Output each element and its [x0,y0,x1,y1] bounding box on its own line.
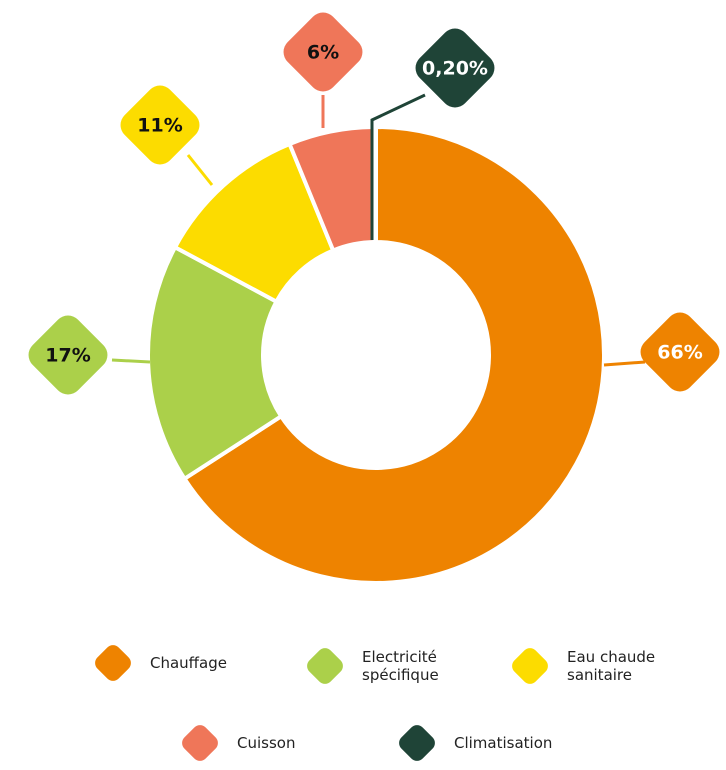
leader-line [603,360,646,367]
label-box [28,315,108,395]
legend-item: Chauffage [91,641,250,685]
donut-segment [181,124,606,585]
donut-segment [146,244,284,482]
value-label: 11% [137,115,182,137]
leader-line [186,154,214,186]
legend-swatch [91,641,135,685]
legend-item: Climatisation [395,721,554,765]
leader-line [111,358,151,364]
legend-item: Electricité spécifique [303,644,462,688]
legend-swatch [303,644,347,688]
legend-item: Eau chaude sanitaire [508,644,667,688]
label-box [120,85,200,165]
legend-label: Electricité spécifique [362,648,439,684]
legend-label: Cuisson [237,734,296,752]
value-label: 66% [657,342,702,364]
legend-item: Cuisson [178,721,337,765]
label-box [415,28,495,108]
legend-label: Climatisation [454,734,553,752]
value-label: 0,20% [422,58,488,80]
label-box [283,12,363,92]
legend-label: Eau chaude sanitaire [567,648,656,684]
donut-segment [371,124,378,245]
value-label: 17% [45,345,90,367]
legend-swatch [178,721,222,765]
label-box [640,312,720,392]
legend-swatch [508,644,552,688]
legend-swatch [395,721,439,765]
legend-label: Chauffage [150,654,227,672]
leader-line [370,93,426,240]
value-label: 6% [307,42,339,64]
